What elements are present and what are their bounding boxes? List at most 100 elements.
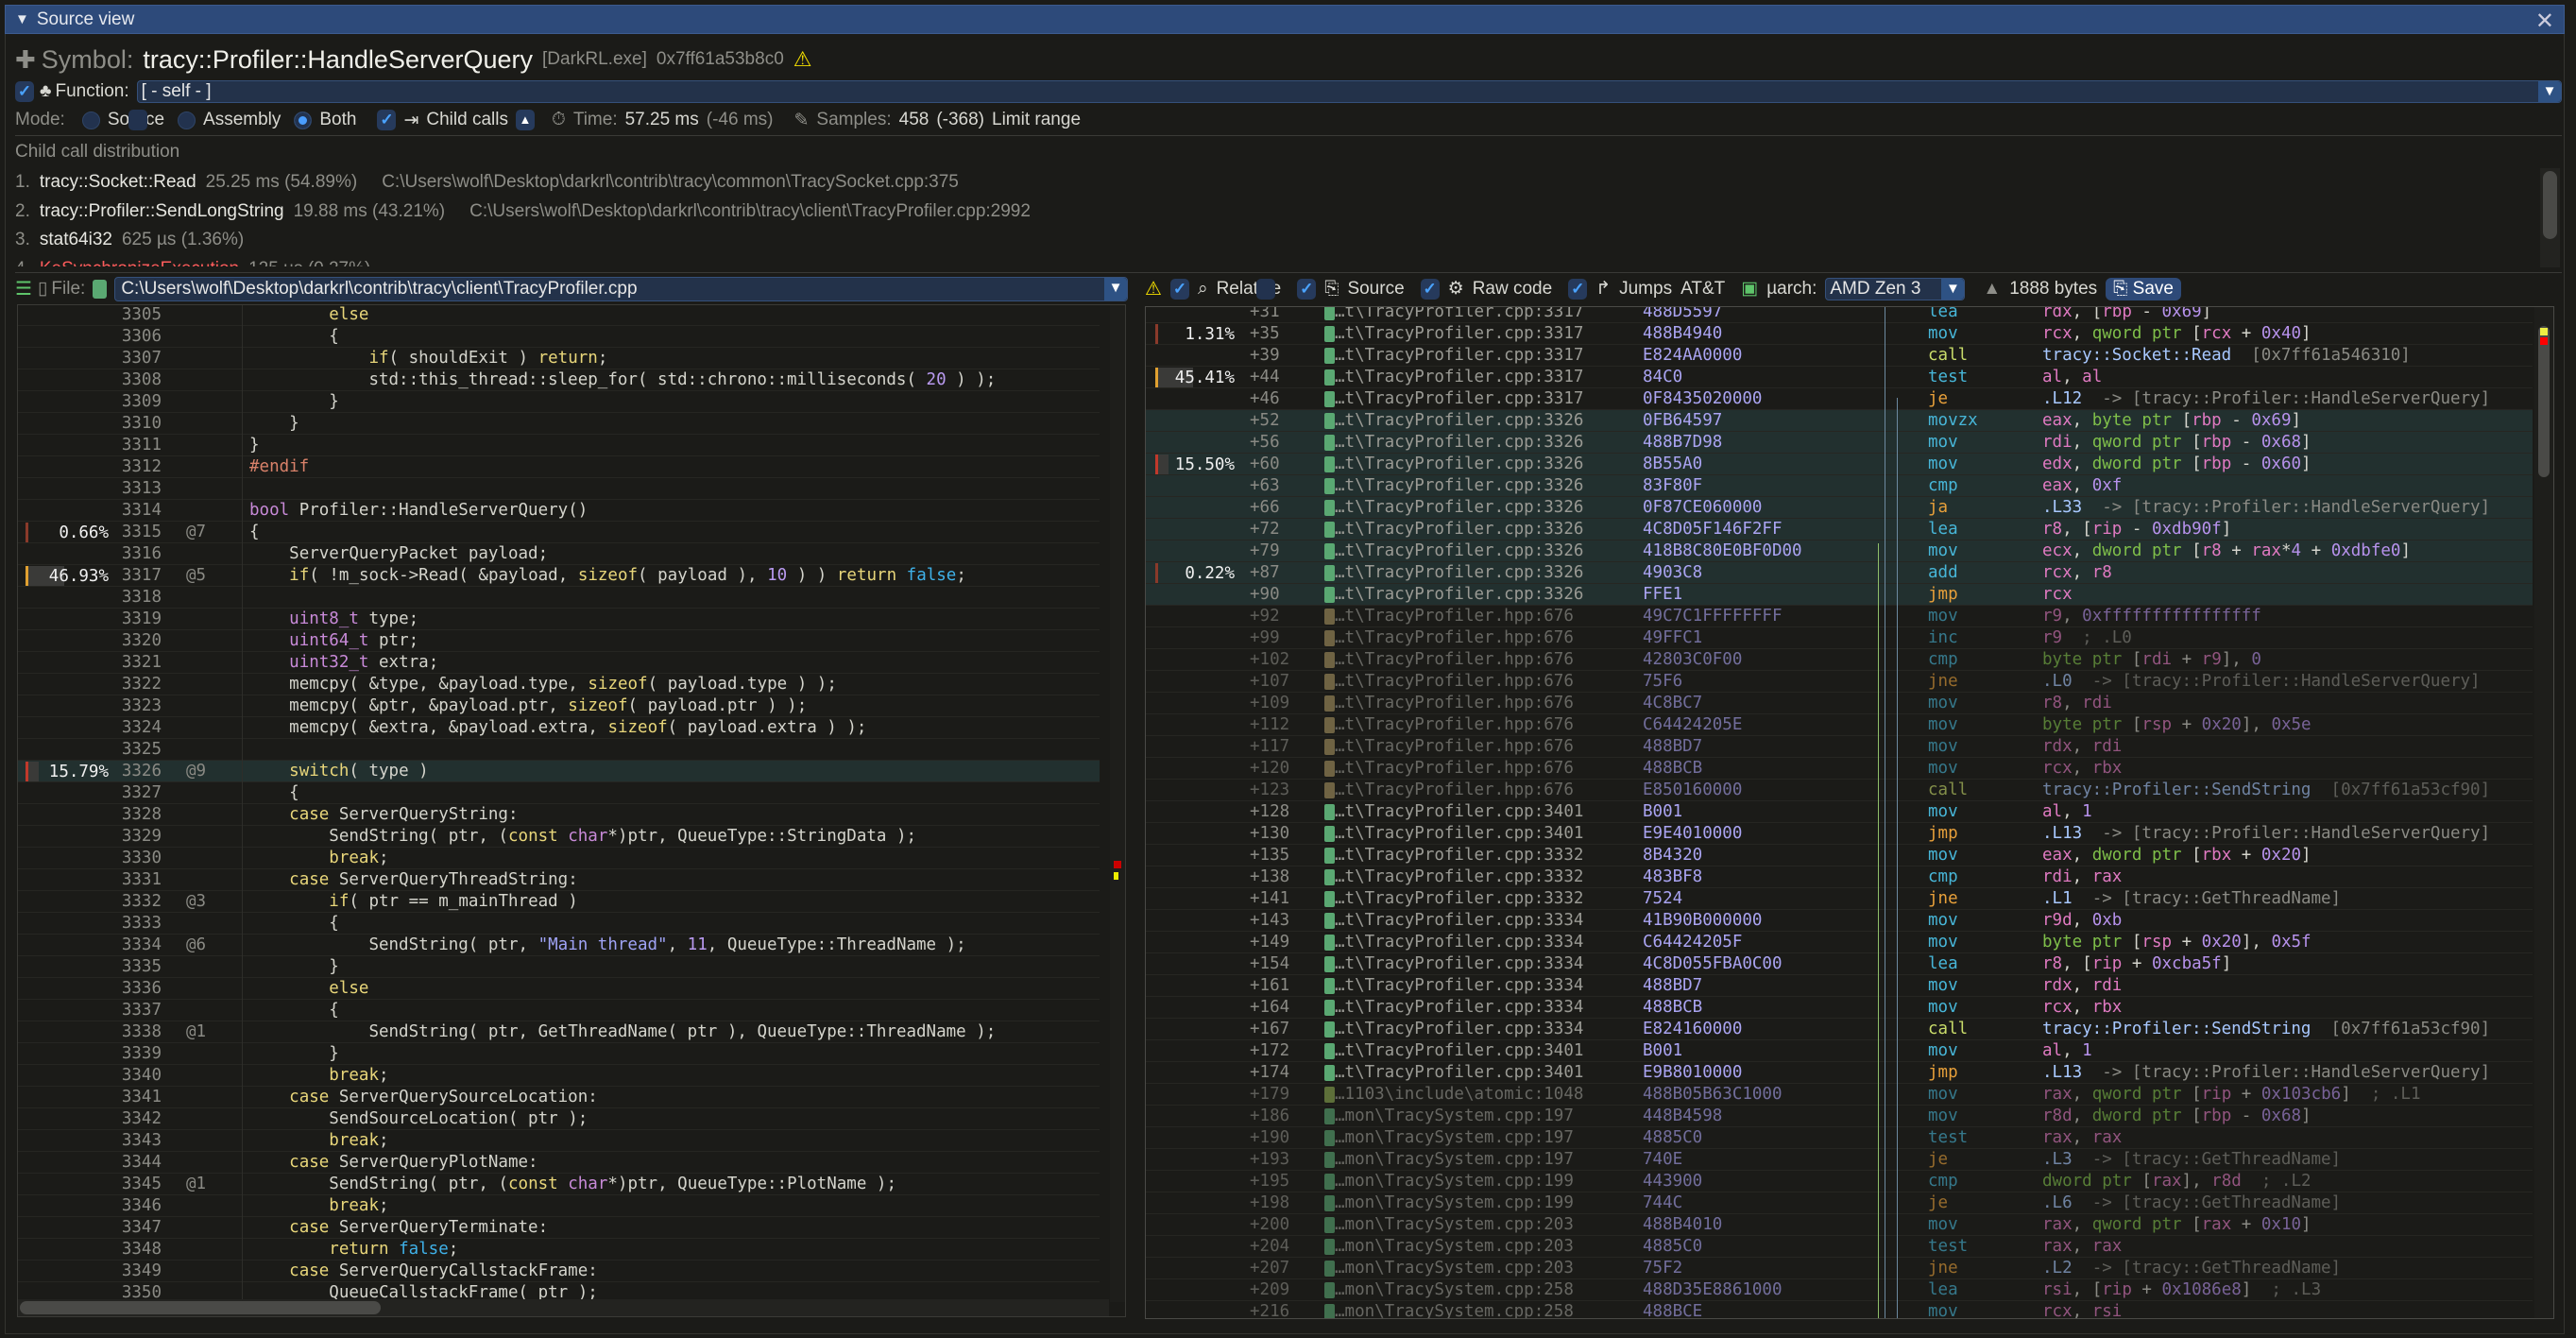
source-line[interactable]: 3329 SendString( ptr, (const char*)ptr, … [18, 826, 1100, 848]
source-checkbox[interactable]: ✓ [1297, 278, 1317, 300]
assembly-line[interactable]: +164 …t\TracyProfiler.cpp:3334 488BCB mov rc… [1146, 997, 2533, 1019]
source-location[interactable]: …mon\TracySystem.cpp:197 [1335, 1150, 1574, 1169]
source-line[interactable]: 3307 if( shouldExit ) return; [18, 348, 1100, 369]
source-line[interactable]: 46.93% 3317 @5 if( !m_sock->Read( &payload… [18, 565, 1100, 587]
assembly-line[interactable]: +56 …t\TracyProfiler.cpp:3326 488B7D98 mov r… [1146, 432, 2533, 454]
source-line[interactable]: 3332 @3 if( ptr == m_mainThread ) [18, 891, 1100, 913]
assembly-line[interactable]: +149 …t\TracyProfiler.cpp:3334 C64424205F m… [1146, 932, 2533, 953]
source-location[interactable]: …t\TracyProfiler.cpp:3332 [1335, 889, 1584, 908]
source-line[interactable]: 3340 break; [18, 1065, 1100, 1087]
source-location[interactable]: …1103\include\atomic:1048 [1335, 1085, 1584, 1104]
assembly-line[interactable]: +207 …mon\TracySystem.cpp:203 75F2 jne .L2 -… [1146, 1258, 2533, 1279]
scrollbar-thumb[interactable] [2543, 171, 2557, 239]
child-call-path[interactable]: C:\Users\wolf\Desktop\darkrl\contrib\tra… [469, 200, 1031, 221]
source-line[interactable]: 3333 { [18, 913, 1100, 935]
assembly-line[interactable]: +128 …t\TracyProfiler.cpp:3401 B001 mov al, … [1146, 801, 2533, 823]
source-location[interactable]: …t\TracyProfiler.cpp:3317 [1335, 346, 1584, 365]
source-location[interactable]: …t\TracyProfiler.cpp:3317 [1335, 389, 1584, 408]
chevron-down-icon[interactable]: ▼ [2538, 81, 2561, 102]
raw-code-label[interactable]: Raw code [1472, 278, 1553, 299]
source-location[interactable]: …t\TracyProfiler.hpp:676 [1335, 759, 1574, 778]
source-location[interactable]: …t\TracyProfiler.hpp:676 [1335, 607, 1574, 626]
source-line[interactable]: 3337 { [18, 1000, 1100, 1021]
assembly-line[interactable]: +195 …mon\TracySystem.cpp:199 443900 cmp dwo… [1146, 1171, 2533, 1192]
assembly-line[interactable]: +143 …t\TracyProfiler.cpp:3334 41B90B00000… [1146, 910, 2533, 932]
source-location[interactable]: …t\TracyProfiler.cpp:3326 [1335, 563, 1584, 582]
source-location[interactable]: …t\TracyProfiler.cpp:3326 [1335, 520, 1584, 539]
assembly-line[interactable]: +107 …t\TracyProfiler.hpp:676 75F6 jne .L0 -… [1146, 671, 2533, 693]
source-line[interactable]: 3344 case ServerQueryPlotName: [18, 1152, 1100, 1174]
assembly-line[interactable]: +72 …t\TracyProfiler.cpp:3326 4C8D05F146F2… [1146, 519, 2533, 540]
source-location[interactable]: …t\TracyProfiler.cpp:3334 [1335, 954, 1584, 973]
source-label[interactable]: Source [1347, 278, 1405, 299]
child-call-item[interactable]: 4. KeSynchronizeExecution 125 µs (0.27%) [15, 255, 2528, 266]
assembly-line[interactable]: +174 …t\TracyProfiler.cpp:3401 E9B8010000 j… [1146, 1062, 2533, 1084]
assembly-line[interactable]: +209 …mon\TracySystem.cpp:258 488D35E88610… [1146, 1279, 2533, 1301]
source-location[interactable]: …mon\TracySystem.cpp:203 [1335, 1215, 1574, 1234]
assembly-line[interactable]: +79 …t\TracyProfiler.cpp:3326 418B8C80E0BF… [1146, 540, 2533, 562]
assembly-line[interactable]: +39 …t\TracyProfiler.cpp:3317 E824AA0000 ca… [1146, 345, 2533, 367]
source-line[interactable]: 3335 } [18, 956, 1100, 978]
source-line[interactable]: 3338 @1 SendString( ptr, GetThreadName( p… [18, 1021, 1100, 1043]
source-location[interactable]: …t\TracyProfiler.cpp:3326 [1335, 455, 1584, 473]
limit-range-checkbox[interactable]: ✓ [128, 110, 147, 130]
source-location[interactable]: …mon\TracySystem.cpp:199 [1335, 1193, 1574, 1212]
source-location[interactable]: …t\TracyProfiler.cpp:3326 [1335, 541, 1584, 560]
source-vertical-scrollbar[interactable] [1110, 305, 1125, 1302]
source-line[interactable]: 3339 } [18, 1043, 1100, 1065]
scrollbar-thumb[interactable] [2538, 326, 2550, 477]
source-line[interactable]: 3314 bool Profiler::HandleServerQuery() [18, 500, 1100, 522]
assembly-line[interactable]: +63 …t\TracyProfiler.cpp:3326 83F80F cmp eax… [1146, 475, 2533, 497]
source-location[interactable]: …t\TracyProfiler.hpp:676 [1335, 737, 1574, 756]
assembly-line[interactable]: +138 …t\TracyProfiler.cpp:3332 483BF8 cmp rd… [1146, 866, 2533, 888]
scrollbar-thumb[interactable] [20, 1301, 381, 1314]
function-select[interactable]: [ - self - ] ▼ [136, 80, 2562, 103]
relative-checkbox[interactable]: ✓ [1169, 278, 1189, 300]
assembly-line[interactable]: +172 …t\TracyProfiler.cpp:3401 B001 mov al, … [1146, 1040, 2533, 1062]
source-location[interactable]: …mon\TracySystem.cpp:197 [1335, 1128, 1574, 1147]
child-call-name[interactable]: tracy::Socket::Read [39, 172, 196, 193]
assembly-line[interactable]: +167 …t\TracyProfiler.cpp:3334 E824160000 c… [1146, 1019, 2533, 1040]
assembly-line[interactable]: +117 …t\TracyProfiler.hpp:676 488BD7 mov rdx… [1146, 736, 2533, 758]
assembly-line[interactable]: +200 …mon\TracySystem.cpp:203 488B4010 mov r… [1146, 1214, 2533, 1236]
source-line[interactable]: 3309 } [18, 391, 1100, 413]
assembly-vertical-scrollbar[interactable] [2534, 307, 2553, 1318]
window-titlebar[interactable]: ▼ Source view ✕ [5, 5, 2565, 34]
source-location[interactable]: …t\TracyProfiler.cpp:3334 [1335, 976, 1584, 995]
source-location[interactable]: …t\TracyProfiler.hpp:676 [1335, 715, 1574, 734]
assembly-line[interactable]: +179 …1103\include\atomic:1048 488B05B63C1… [1146, 1084, 2533, 1106]
function-checkbox[interactable]: ✓ [15, 81, 34, 102]
source-line[interactable]: 3348 return false; [18, 1239, 1100, 1261]
source-line[interactable]: 3323 memcpy( &ptr, &payload.ptr, sizeof(… [18, 695, 1100, 717]
assembly-line[interactable]: +190 …mon\TracySystem.cpp:197 4885C0 test ra… [1146, 1127, 2533, 1149]
source-line[interactable]: 3322 memcpy( &type, &payload.type, sizeo… [18, 674, 1100, 695]
source-location[interactable]: …t\TracyProfiler.cpp:3401 [1335, 824, 1584, 843]
source-line[interactable]: 3308 std::this_thread::sleep_for( std::c… [18, 369, 1100, 391]
assembly-line[interactable]: 1.31% +35 …t\TracyProfiler.cpp:3317 488B494… [1146, 323, 2533, 345]
source-location[interactable]: …t\TracyProfiler.cpp:3334 [1335, 911, 1584, 930]
source-location[interactable]: …mon\TracySystem.cpp:203 [1335, 1237, 1574, 1256]
source-location[interactable]: …t\TracyProfiler.cpp:3334 [1335, 933, 1584, 952]
source-location[interactable]: …mon\TracySystem.cpp:258 [1335, 1280, 1574, 1299]
assembly-line[interactable]: +102 …t\TracyProfiler.hpp:676 42803C0F00 cm… [1146, 649, 2533, 671]
source-location[interactable]: …t\TracyProfiler.cpp:3317 [1335, 324, 1584, 343]
assembly-line[interactable]: +161 …t\TracyProfiler.cpp:3334 488BD7 mov rd… [1146, 975, 2533, 997]
assembly-pane[interactable]: +31 …t\TracyProfiler.cpp:3317 488D5597 lea r… [1145, 306, 2554, 1319]
source-line[interactable]: 3341 case ServerQuerySourceLocation: [18, 1087, 1100, 1108]
source-location[interactable]: …t\TracyProfiler.hpp:676 [1335, 650, 1574, 669]
source-code-pane[interactable]: 3305 else 3306 {3307 if( shouldExit ) ret… [17, 304, 1126, 1317]
assembly-line[interactable]: +198 …mon\TracySystem.cpp:199 744C je .L6 ->… [1146, 1192, 2533, 1214]
source-location[interactable]: …t\TracyProfiler.hpp:676 [1335, 694, 1574, 712]
child-calls-checkbox[interactable]: ✓ [377, 110, 397, 130]
source-line[interactable]: 3336 else [18, 978, 1100, 1000]
source-line[interactable]: 3328 case ServerQueryString: [18, 804, 1100, 826]
assembly-line[interactable]: +186 …mon\TracySystem.cpp:197 448B4598 mov r… [1146, 1106, 2533, 1127]
source-line[interactable]: 3342 SendSourceLocation( ptr ); [18, 1108, 1100, 1130]
assembly-line[interactable]: +130 …t\TracyProfiler.cpp:3401 E9E4010000 j… [1146, 823, 2533, 845]
raw-code-checkbox[interactable]: ✓ [1420, 278, 1440, 300]
att-checkbox[interactable]: ✓ [1256, 278, 1275, 300]
assembly-line[interactable]: +52 …t\TracyProfiler.cpp:3326 0FB64597 movz… [1146, 410, 2533, 432]
assembly-line[interactable]: +216 …mon\TracySystem.cpp:258 488BCE mov rcx… [1146, 1301, 2533, 1318]
source-line[interactable]: 3327 { [18, 782, 1100, 804]
assembly-line[interactable]: +31 …t\TracyProfiler.cpp:3317 488D5597 lea r… [1146, 307, 2533, 323]
